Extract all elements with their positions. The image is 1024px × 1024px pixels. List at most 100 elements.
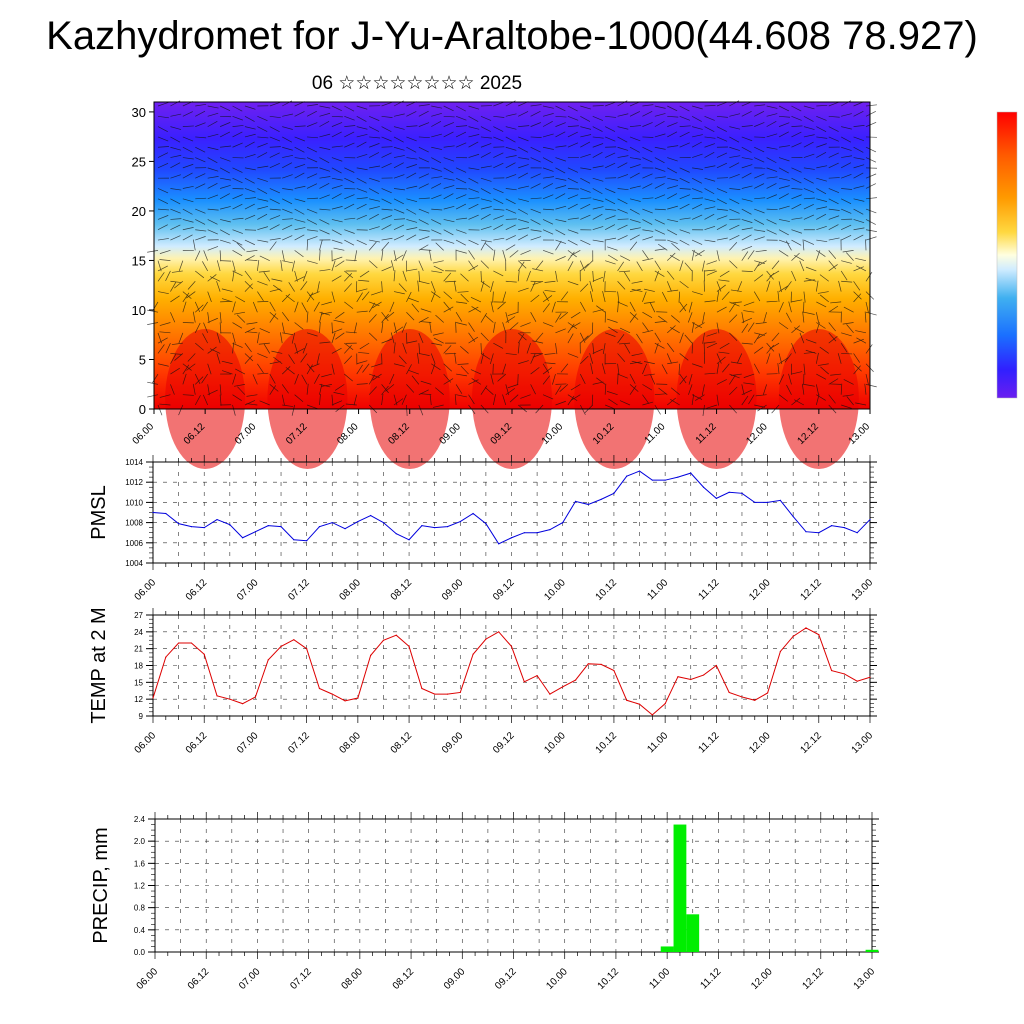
- series-line: [152, 627, 871, 716]
- wind-barb: [729, 113, 741, 117]
- data-point: [856, 680, 858, 682]
- wind-barb: [455, 321, 457, 333]
- wind-barb: [654, 121, 665, 127]
- wind-barb: [207, 157, 218, 164]
- wind-barb: [369, 177, 380, 182]
- wind-barb: [619, 270, 631, 273]
- wind-barb: [716, 215, 728, 220]
- wind-barb: [431, 176, 443, 179]
- wind-barb: [194, 373, 201, 385]
- wind-barb: [219, 157, 231, 162]
- wind-barb: [748, 394, 755, 405]
- wind-barb: [381, 385, 389, 395]
- wind-barb: [381, 152, 392, 158]
- wind-barb: [778, 229, 789, 236]
- wind-barb: [865, 373, 869, 385]
- wind-barb: [219, 250, 222, 262]
- wind-barb: [580, 188, 591, 193]
- wind-barb: [335, 332, 345, 340]
- wind-barb: [535, 260, 544, 270]
- x-tick-label: 07.00: [235, 730, 261, 756]
- wind-barb: [704, 198, 716, 202]
- wind-barb: [456, 125, 468, 127]
- y-tick-label: 1012: [125, 478, 143, 487]
- wind-barb: [704, 341, 716, 344]
- y-tick-label: 2.0: [134, 837, 146, 846]
- wind-barb: [816, 165, 828, 169]
- wind-barb: [321, 311, 332, 315]
- wind-barb: [402, 342, 407, 354]
- wind-barb: [252, 301, 258, 313]
- wind-barb: [269, 361, 281, 365]
- wind-barb: [841, 353, 853, 355]
- wind-barb: [518, 185, 530, 189]
- wind-barb: [269, 311, 279, 320]
- wind-barb: [468, 306, 479, 313]
- wind-barb: [147, 250, 159, 253]
- wind-barb: [631, 360, 643, 365]
- wind-barb: [170, 162, 181, 169]
- wind-barb: [741, 198, 753, 202]
- wind-barb: [157, 126, 168, 132]
- wind-barb: [216, 260, 221, 272]
- wind-barb: [294, 322, 304, 330]
- wind-barb: [187, 281, 196, 290]
- wind-barb: [817, 363, 829, 366]
- wind-barb: [273, 356, 283, 365]
- wind-barb: [269, 102, 281, 107]
- wind-barb: [431, 105, 443, 109]
- wind-barb: [509, 394, 519, 403]
- wind-barb: [480, 270, 482, 282]
- wind-barb: [258, 270, 270, 273]
- wind-barb: [679, 303, 688, 313]
- wind-barb: [271, 278, 283, 282]
- wind-barb: [592, 152, 603, 158]
- wind-barb: [505, 162, 516, 169]
- wind-barb: [259, 400, 270, 406]
- wind-barb: [406, 208, 417, 215]
- wind-barb: [232, 270, 235, 282]
- x-tick-label: 07.12: [286, 577, 312, 603]
- wind-barb: [555, 240, 562, 251]
- wind-barb: [517, 374, 519, 386]
- wind-barb: [480, 343, 482, 355]
- wind-barb: [232, 167, 243, 173]
- wind-barb: [762, 384, 767, 395]
- wind-barb: [754, 208, 765, 214]
- wind-barb: [667, 157, 678, 162]
- wind-barb: [830, 301, 842, 304]
- wind-barb: [294, 146, 305, 153]
- wind-barb: [845, 252, 854, 261]
- wind-barb: [178, 404, 184, 416]
- data-point: [165, 512, 167, 515]
- wind-barb: [502, 363, 507, 375]
- wind-barb: [555, 270, 558, 282]
- wind-barb: [580, 153, 591, 158]
- wind-barb: [791, 325, 801, 334]
- y-tick-label: 0.4: [134, 926, 146, 935]
- wind-barb: [246, 331, 258, 334]
- wind-barb: [344, 131, 355, 138]
- wind-barb: [356, 153, 368, 158]
- wind-barb: [816, 213, 827, 220]
- data-point: [728, 491, 730, 493]
- wind-barb: [170, 280, 182, 283]
- wind-barb: [629, 111, 640, 117]
- wind-barb: [207, 246, 219, 251]
- wind-barb: [294, 219, 306, 223]
- wind-barb: [542, 375, 551, 385]
- wind-barb: [202, 394, 209, 406]
- wind-barb: [601, 363, 606, 375]
- wind-barb: [517, 261, 525, 272]
- wind-barb: [319, 121, 330, 127]
- wind-barb: [393, 235, 405, 241]
- wind-barb: [841, 126, 852, 130]
- data-point: [280, 645, 282, 648]
- wind-barb: [269, 162, 280, 169]
- wind-barb: [778, 167, 789, 174]
- wind-barb: [654, 208, 666, 211]
- wind-barb: [182, 125, 194, 127]
- wind-barb: [195, 229, 207, 232]
- wind-barb: [691, 203, 703, 210]
- wind-barb: [454, 394, 457, 406]
